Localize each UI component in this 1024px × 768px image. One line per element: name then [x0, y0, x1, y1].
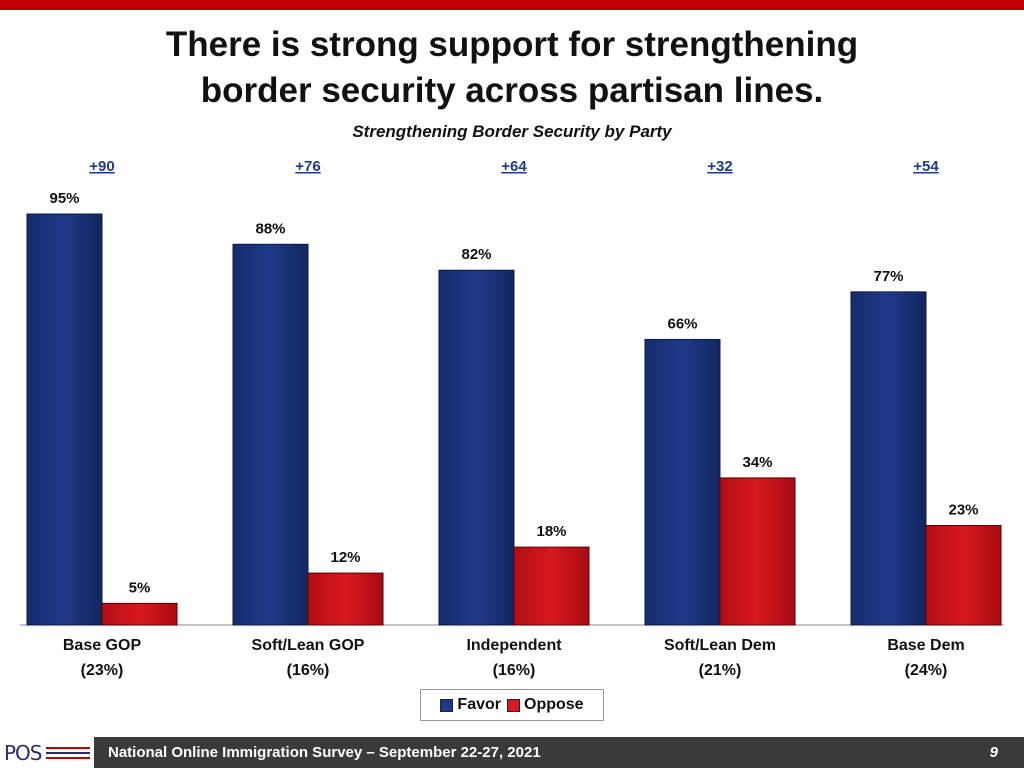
net-label: +90 — [89, 158, 114, 175]
legend-swatch-favor — [440, 698, 454, 712]
logo-text: POS — [4, 740, 42, 765]
footer-bar: POS National Online Immigration Survey –… — [0, 737, 1024, 768]
data-label-oppose: 5% — [129, 579, 151, 596]
net-label: +54 — [913, 158, 939, 175]
category-label: Base Dem — [887, 637, 964, 654]
data-label-oppose: 12% — [330, 549, 360, 566]
page-title: There is strong support for strengthenin… — [0, 22, 1024, 114]
bar-oppose — [101, 602, 178, 626]
top-accent-bar — [0, 0, 1024, 10]
net-label: +64 — [501, 158, 527, 175]
legend-item-oppose: Oppose — [507, 696, 584, 714]
category-label: Soft/Lean Dem — [664, 637, 776, 654]
bar-chart: +90 95% 5% Base GOP (23%) +76 88% 12% Soft/Lean … — [20, 158, 1004, 679]
bar-favor — [26, 213, 103, 626]
data-label-favor: 66% — [667, 315, 697, 332]
category-share-label: (16%) — [493, 662, 536, 679]
data-label-oppose: 34% — [742, 454, 772, 471]
data-label-oppose: 23% — [948, 501, 978, 518]
bar-oppose — [925, 524, 1002, 626]
bar-oppose — [513, 546, 590, 626]
title-line-1: There is strong support for strengthenin… — [165, 25, 859, 64]
logo-stripes-icon — [45, 746, 90, 759]
legend-item-favor: Favor — [440, 696, 501, 714]
legend-label-favor: Favor — [457, 696, 501, 713]
survey-caption: National Online Immigration Survey – Sep… — [108, 744, 541, 761]
category-share-label: (24%) — [905, 662, 948, 679]
net-label: +32 — [707, 158, 732, 175]
title-line-2: border security across partisan lines. — [200, 71, 824, 110]
pos-logo: POS — [0, 737, 94, 768]
bar-oppose — [307, 572, 384, 626]
category-label: Soft/Lean GOP — [252, 637, 365, 654]
category-share-label: (21%) — [699, 662, 742, 679]
chart-legend: Favor Oppose — [420, 689, 604, 721]
page-number: 9 — [989, 744, 998, 761]
net-label: +76 — [295, 158, 320, 175]
legend-label-oppose: Oppose — [524, 696, 584, 713]
legend-swatch-oppose — [507, 698, 520, 712]
bar-favor — [438, 269, 515, 626]
category-share-label: (16%) — [287, 662, 330, 679]
data-label-favor: 88% — [255, 220, 285, 237]
chart-subtitle: Strengthening Border Security by Party — [352, 122, 672, 141]
category-share-label: (23%) — [81, 662, 124, 679]
data-label-oppose: 18% — [536, 523, 566, 540]
bar-favor — [232, 243, 309, 626]
bar-oppose — [719, 477, 796, 626]
data-label-favor: 95% — [49, 190, 79, 207]
bar-favor — [644, 338, 721, 626]
data-label-favor: 77% — [873, 268, 903, 285]
bar-favor — [850, 291, 927, 626]
category-label: Base GOP — [63, 637, 142, 654]
data-label-favor: 82% — [461, 246, 491, 263]
category-label: Independent — [466, 637, 562, 654]
